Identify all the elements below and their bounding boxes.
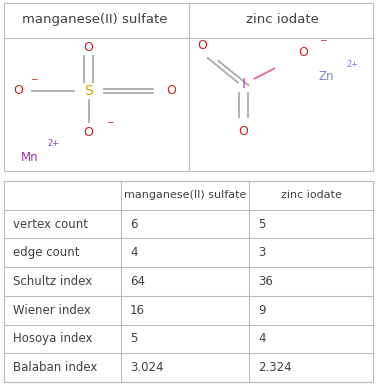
Text: 3: 3 (258, 246, 266, 259)
Text: 5: 5 (130, 333, 138, 345)
Text: 5: 5 (258, 218, 266, 230)
Text: −: − (319, 36, 326, 45)
Text: O: O (197, 39, 207, 52)
Text: Hosoya index: Hosoya index (13, 333, 93, 345)
Text: zinc iodate: zinc iodate (280, 190, 342, 200)
Text: 64: 64 (130, 275, 145, 288)
Text: Balaban index: Balaban index (13, 361, 98, 374)
Text: O: O (299, 46, 308, 59)
Text: O: O (84, 126, 93, 139)
Text: −: − (30, 74, 38, 83)
Text: 2.324: 2.324 (258, 361, 292, 374)
Text: 4: 4 (258, 333, 266, 345)
Text: manganese(II) sulfate: manganese(II) sulfate (21, 13, 167, 26)
Text: 2+: 2+ (47, 139, 59, 148)
Text: O: O (84, 41, 93, 54)
Text: 4: 4 (130, 246, 138, 259)
Text: 9: 9 (258, 304, 266, 317)
Text: Mn: Mn (21, 151, 38, 164)
Text: −: − (106, 117, 113, 126)
Text: 2+: 2+ (347, 60, 359, 69)
Text: Zn: Zn (319, 70, 334, 83)
Text: 36: 36 (258, 275, 273, 288)
Text: vertex count: vertex count (13, 218, 88, 230)
Text: Wiener index: Wiener index (13, 304, 91, 317)
Text: I: I (241, 77, 245, 91)
Text: O: O (13, 84, 23, 98)
Text: S: S (84, 84, 93, 98)
Text: O: O (167, 84, 176, 98)
Text: Schultz index: Schultz index (13, 275, 92, 288)
Text: manganese(II) sulfate: manganese(II) sulfate (124, 190, 246, 200)
Text: zinc iodate: zinc iodate (246, 13, 319, 26)
Text: O: O (238, 124, 248, 137)
Text: 6: 6 (130, 218, 138, 230)
Text: edge count: edge count (13, 246, 80, 259)
Text: 16: 16 (130, 304, 145, 317)
Text: 3.024: 3.024 (130, 361, 164, 374)
